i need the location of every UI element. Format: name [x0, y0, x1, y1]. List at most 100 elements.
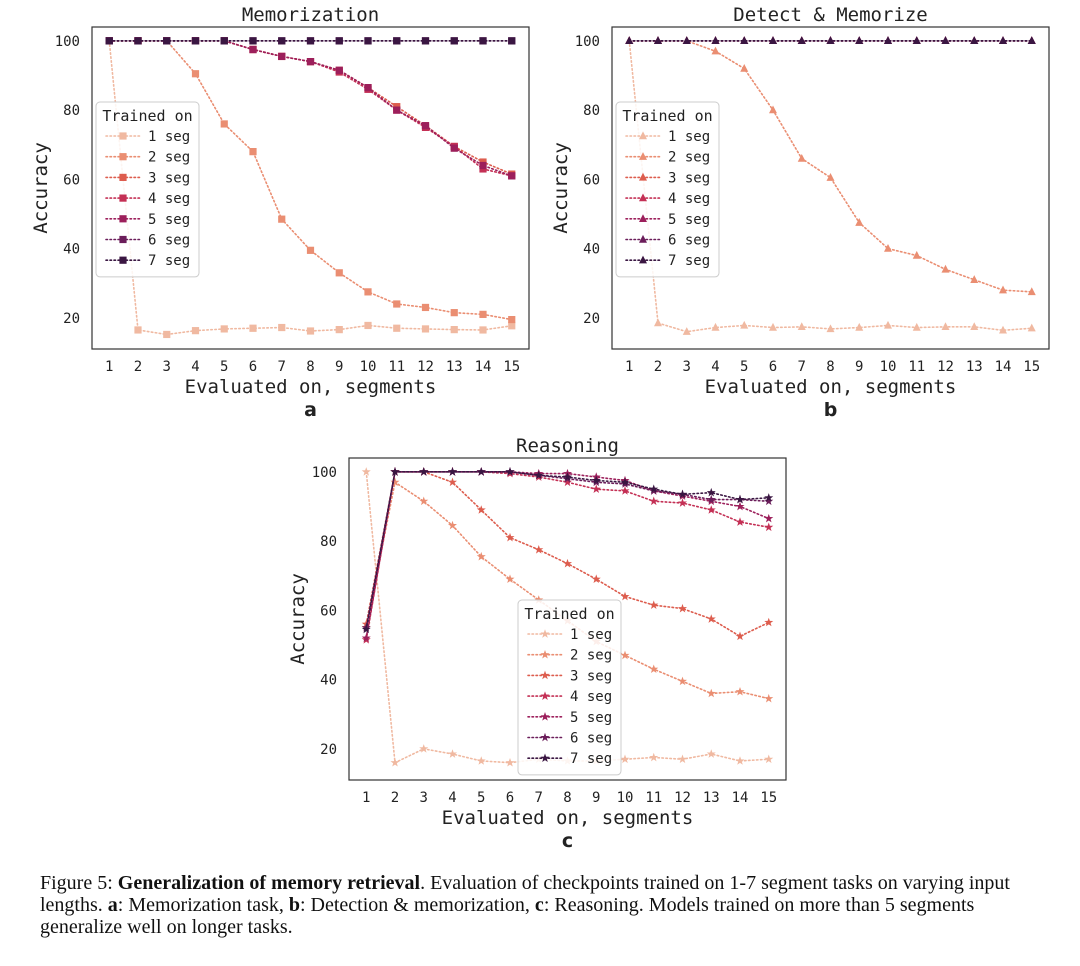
- legend-swatch-marker: [540, 629, 550, 638]
- series-7-seg: [625, 36, 1036, 45]
- x-tick-label: 2: [654, 359, 662, 375]
- y-tick-label: 40: [583, 242, 600, 258]
- x-tick-label: 2: [134, 359, 142, 375]
- legend-entry-label: 5 seg: [570, 710, 612, 726]
- chart-title: Reasoning: [516, 435, 619, 457]
- x-tick-label: 12: [674, 790, 691, 806]
- x-tick-label: 13: [703, 790, 720, 806]
- data-point: [508, 172, 516, 180]
- data-point: [677, 498, 688, 507]
- data-point: [999, 285, 1007, 294]
- legend-entry-label: 6 seg: [668, 233, 710, 249]
- legend-box: [95, 101, 200, 278]
- data-point: [134, 326, 142, 334]
- data-point: [447, 467, 458, 476]
- data-point: [105, 37, 113, 45]
- y-tick-label: 20: [63, 311, 80, 327]
- x-tick-label: 8: [563, 790, 571, 806]
- caption-prefix: Figure 5:: [40, 872, 118, 894]
- data-point: [390, 477, 400, 487]
- data-point: [764, 522, 774, 532]
- x-tick-label: 4: [448, 790, 456, 806]
- data-point: [735, 494, 745, 504]
- data-point: [249, 148, 257, 156]
- data-point: [479, 161, 487, 170]
- x-tick-label: 5: [740, 359, 748, 375]
- data-point: [706, 487, 716, 497]
- data-point: [764, 693, 774, 703]
- data-point: [421, 303, 430, 312]
- data-point: [941, 322, 950, 331]
- legend-entry-label: 6 seg: [570, 731, 612, 747]
- legend-swatch-marker: [119, 215, 127, 223]
- data-point: [447, 520, 458, 530]
- legend-swatch-marker: [540, 732, 550, 742]
- legend-swatch-marker: [119, 132, 127, 140]
- data-point: [591, 475, 601, 485]
- x-tick-label: 10: [880, 359, 897, 375]
- legend-entry-label: 7 seg: [570, 751, 612, 767]
- data-point: [479, 326, 487, 334]
- data-point: [769, 105, 777, 114]
- series-1-seg: [625, 36, 1036, 335]
- legend-swatch-marker: [639, 214, 647, 222]
- data-point: [419, 744, 429, 753]
- x-tick-label: 4: [711, 359, 719, 375]
- data-point: [591, 574, 601, 584]
- data-point: [361, 467, 371, 476]
- data-point: [649, 496, 659, 506]
- data-point: [191, 70, 200, 78]
- data-point: [278, 37, 286, 45]
- data-point: [884, 243, 892, 252]
- legend-entry-label: 4 seg: [570, 689, 612, 705]
- y-tick-label: 40: [320, 673, 337, 689]
- x-tick-label: 5: [220, 359, 228, 375]
- x-tick-label: 8: [826, 359, 834, 375]
- caption-a-text: : Memorization task,: [117, 894, 289, 916]
- figure-caption: Figure 5: Generalization of memory retri…: [40, 872, 1050, 938]
- x-tick-label: 6: [249, 359, 257, 375]
- legend-entry-label: 4 seg: [148, 191, 190, 207]
- x-tick-label: 15: [760, 790, 777, 806]
- data-point: [941, 36, 950, 45]
- legend-entry-label: 2 seg: [148, 150, 190, 166]
- data-point: [306, 246, 315, 254]
- caption-c-label: c: [534, 894, 544, 916]
- series-7-seg: [361, 467, 774, 634]
- panel-label: b: [824, 399, 838, 421]
- data-point: [163, 37, 171, 45]
- data-point: [654, 36, 662, 45]
- data-point: [191, 37, 200, 45]
- chart-title: Detect & Memorize: [733, 4, 927, 26]
- x-tick-label: 1: [362, 790, 370, 806]
- data-point: [476, 505, 486, 514]
- series-7-seg: [105, 37, 516, 45]
- data-point: [505, 532, 515, 542]
- legend-swatch-marker: [639, 255, 647, 264]
- x-tick-label: 9: [592, 790, 600, 806]
- y-tick-label: 60: [63, 172, 80, 188]
- data-point: [508, 322, 516, 330]
- data-point: [649, 664, 659, 674]
- y-axis-label: Accuracy: [550, 142, 572, 234]
- data-point: [740, 36, 749, 45]
- x-tick-label: 3: [163, 359, 171, 375]
- legend-swatch-marker: [119, 173, 127, 181]
- data-point: [970, 36, 979, 45]
- caption-bold-title: Generalization of memory retrieval: [117, 872, 421, 894]
- data-point: [855, 36, 864, 45]
- x-tick-label: 12: [417, 359, 434, 375]
- y-tick-label: 100: [312, 465, 337, 481]
- data-point: [421, 37, 430, 45]
- x-tick-label: 10: [617, 790, 634, 806]
- data-point: [393, 324, 401, 332]
- y-tick-label: 100: [55, 34, 80, 50]
- data-point: [706, 749, 716, 758]
- legend-swatch-marker: [119, 235, 127, 244]
- data-point: [682, 36, 691, 45]
- data-point: [364, 37, 372, 45]
- data-point: [740, 63, 749, 72]
- data-point: [764, 617, 774, 627]
